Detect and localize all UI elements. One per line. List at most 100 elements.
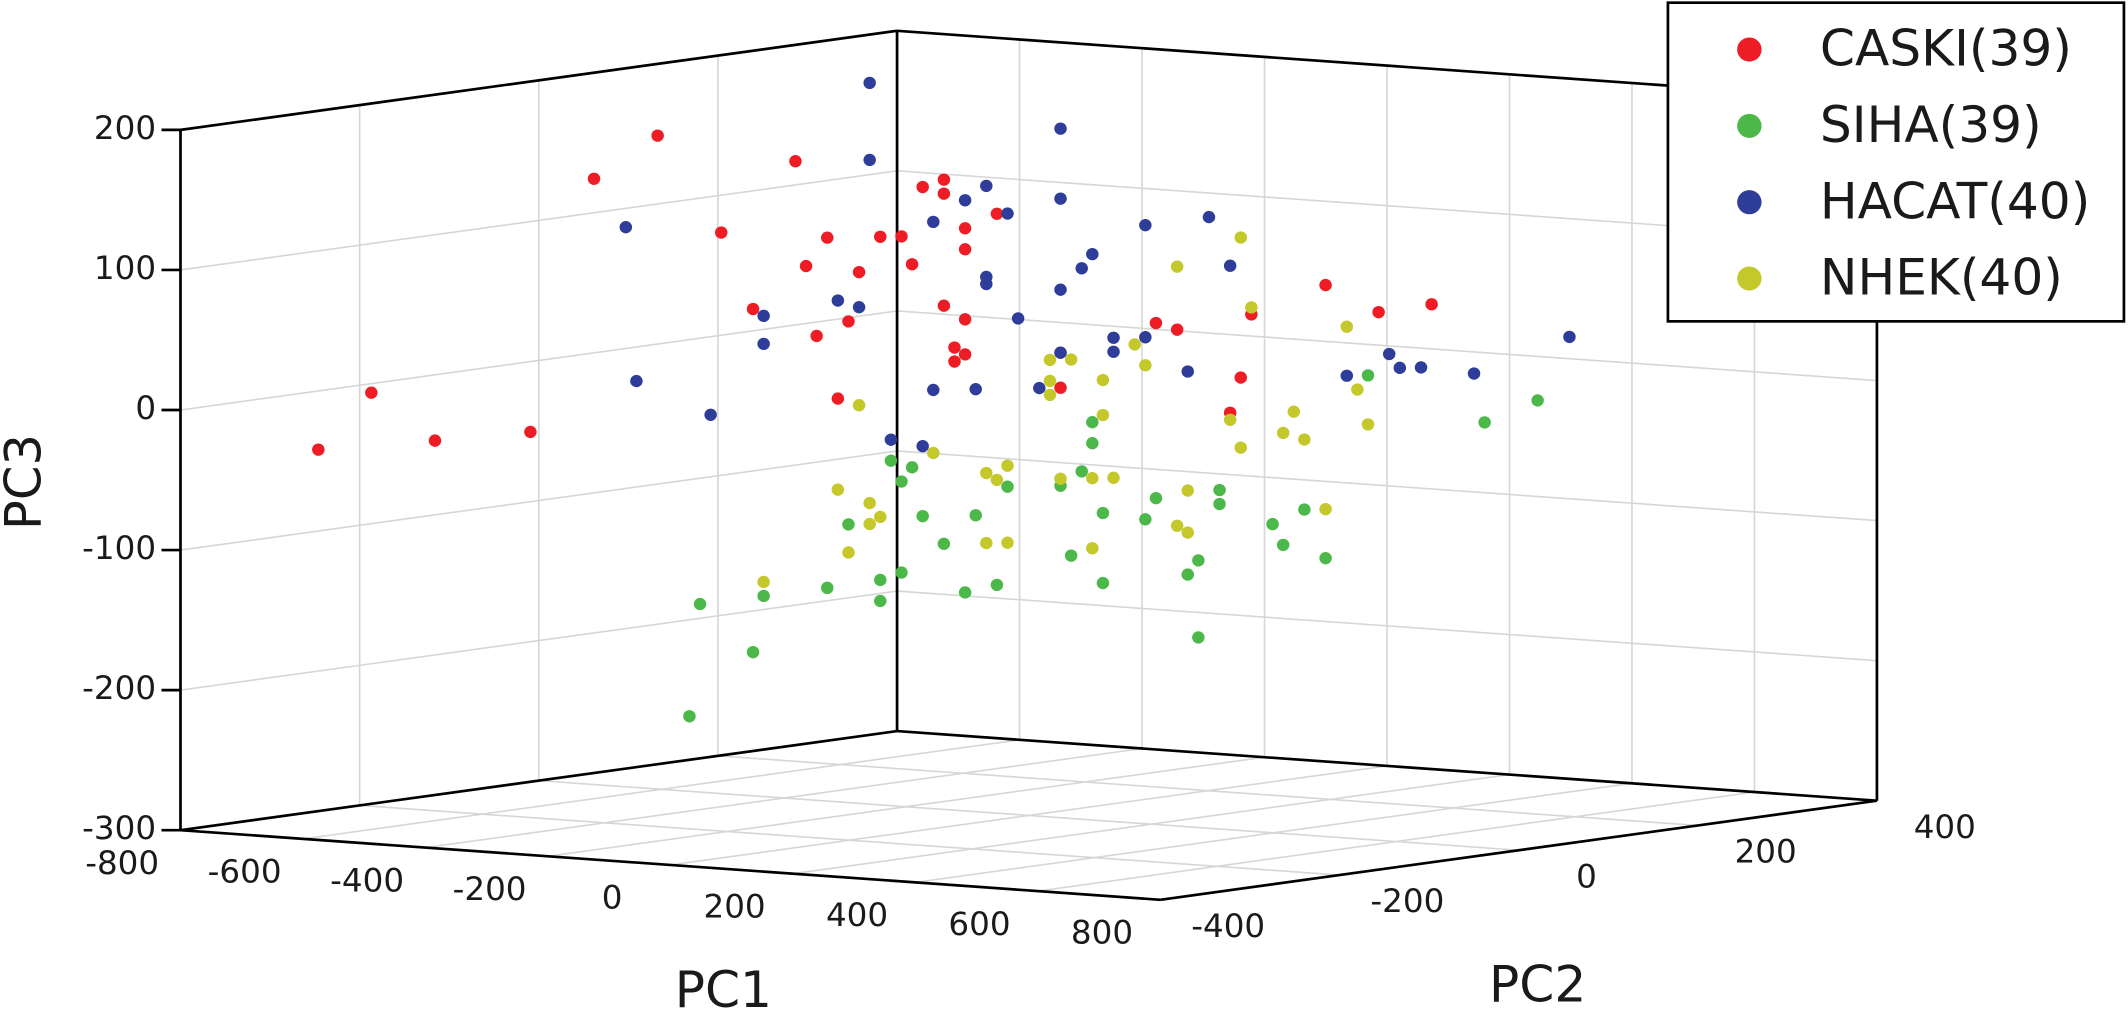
point xyxy=(1425,298,1438,311)
point xyxy=(1181,484,1194,497)
point xyxy=(1001,207,1014,220)
point xyxy=(1531,394,1544,407)
point xyxy=(1181,568,1194,581)
z-tick-label: 0 xyxy=(135,389,156,427)
point xyxy=(895,230,908,243)
point xyxy=(895,566,908,579)
point xyxy=(1001,480,1014,493)
point xyxy=(1181,365,1194,378)
point xyxy=(1361,369,1375,382)
axis-edge xyxy=(896,729,1878,803)
point xyxy=(757,337,770,351)
point xyxy=(704,408,717,421)
point xyxy=(1107,345,1120,358)
point xyxy=(1107,471,1120,484)
point xyxy=(1319,278,1332,292)
point xyxy=(683,710,696,723)
point xyxy=(1223,259,1237,272)
x-tick-label: 200 xyxy=(703,888,765,926)
labels: PC1 PC2 PC3 -300 -200 -100 0 100 200 -800 -600 -… xyxy=(0,109,1976,1019)
legend-label: HACAT(40) xyxy=(1820,173,2090,231)
point xyxy=(757,589,770,603)
grid-line xyxy=(547,756,1265,858)
point xyxy=(905,258,919,271)
y-tick-label: 400 xyxy=(1914,808,1976,846)
legend-label: NHEK(40) xyxy=(1820,249,2063,307)
point xyxy=(1192,554,1205,567)
point xyxy=(916,180,929,194)
axis-edge xyxy=(180,729,898,832)
legend-marker xyxy=(1737,190,1762,215)
point xyxy=(980,536,993,550)
point xyxy=(1075,465,1088,478)
point xyxy=(916,439,929,453)
axis-edge xyxy=(1160,799,1878,902)
point xyxy=(1298,503,1311,516)
point xyxy=(428,434,442,447)
x-tick-label: -200 xyxy=(453,870,527,908)
point xyxy=(821,231,834,244)
point xyxy=(1086,437,1099,450)
point xyxy=(1202,210,1216,224)
point xyxy=(937,173,951,186)
point xyxy=(810,329,823,343)
point xyxy=(714,226,728,239)
point xyxy=(1086,542,1099,555)
point xyxy=(958,243,972,256)
point xyxy=(1054,381,1067,394)
point xyxy=(1033,381,1046,395)
grid-line xyxy=(915,782,1633,884)
point xyxy=(1319,552,1332,565)
point xyxy=(1096,373,1110,387)
point xyxy=(619,221,633,234)
z-axis-label: PC3 xyxy=(0,434,53,530)
point xyxy=(937,537,951,550)
point xyxy=(874,510,887,524)
point xyxy=(1276,538,1290,552)
point xyxy=(630,374,643,388)
point xyxy=(958,348,972,361)
point xyxy=(874,573,887,587)
point xyxy=(1139,219,1152,232)
point xyxy=(1287,405,1301,418)
y-tick-label: 200 xyxy=(1735,833,1797,871)
x-tick-label: -400 xyxy=(330,862,404,900)
point xyxy=(1086,416,1099,429)
x-tick-label: -800 xyxy=(85,844,159,882)
point xyxy=(980,277,993,291)
point xyxy=(980,466,993,480)
point xyxy=(1234,441,1248,454)
z-tick-label: 100 xyxy=(94,249,156,287)
point xyxy=(842,518,855,531)
legend-marker xyxy=(1737,266,1762,291)
point xyxy=(1234,371,1248,384)
point xyxy=(1054,283,1067,296)
point xyxy=(948,341,961,354)
point xyxy=(1213,483,1226,497)
grid-line xyxy=(1037,791,1755,892)
point xyxy=(937,299,951,312)
point xyxy=(1170,260,1184,273)
point xyxy=(1086,247,1099,261)
point xyxy=(927,215,940,229)
point xyxy=(831,294,845,307)
point xyxy=(746,302,760,316)
point xyxy=(1393,361,1407,374)
point xyxy=(821,581,834,595)
point xyxy=(852,266,866,279)
point xyxy=(842,315,855,328)
point xyxy=(1054,346,1067,359)
point xyxy=(980,179,993,193)
legend-label: CASKI(39) xyxy=(1820,20,2072,78)
point xyxy=(757,575,770,589)
point xyxy=(1139,513,1152,526)
point xyxy=(1149,491,1163,505)
point xyxy=(958,222,972,235)
point xyxy=(895,475,908,488)
points xyxy=(312,76,1576,723)
point xyxy=(852,399,866,412)
point xyxy=(863,496,876,510)
point xyxy=(1054,122,1067,135)
point xyxy=(1001,536,1014,549)
